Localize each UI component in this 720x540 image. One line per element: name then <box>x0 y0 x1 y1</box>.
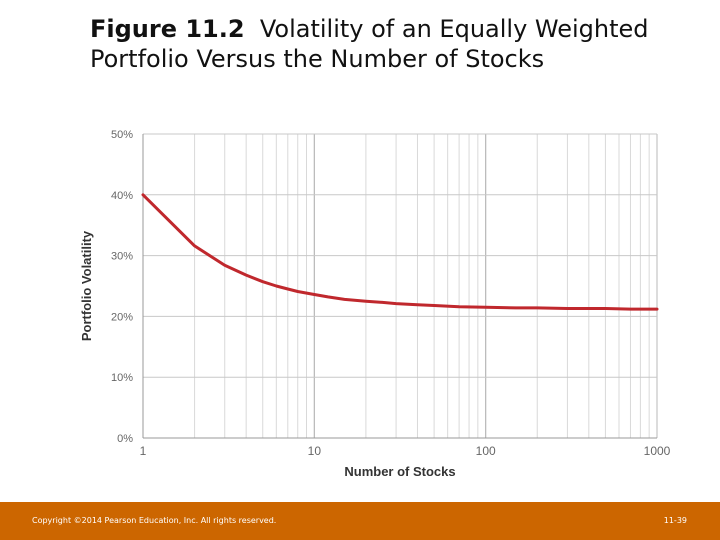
copyright-text: Copyright ©2014 Pearson Education, Inc. … <box>32 516 277 525</box>
x-tick-label: 1 <box>140 444 147 458</box>
x-tick-label: 1000 <box>644 444 671 458</box>
x-axis-label: Number of Stocks <box>344 464 455 479</box>
x-tick-label: 10 <box>308 444 322 458</box>
chart-series <box>141 193 659 311</box>
y-tick-label: 40% <box>111 190 133 202</box>
x-tick-label: 100 <box>476 444 496 458</box>
y-axis-label: Portfolio Volatility <box>79 230 94 341</box>
chart-grid <box>142 133 658 439</box>
y-tick-label: 30% <box>111 251 133 263</box>
volatility-chart: 0% 10% 20% 30% 40% 50% 1 10 100 1000 Number of St… <box>79 129 671 479</box>
y-tick-label: 50% <box>111 129 133 141</box>
chart-tick-labels: 0% 10% 20% 30% 40% 50% 1 10 100 1000 <box>111 129 671 458</box>
volatility-line <box>141 193 659 311</box>
title-line-1: Volatility of an Equally Weighted <box>259 15 649 43</box>
y-tick-label: 10% <box>111 372 133 384</box>
footer-bar: Copyright ©2014 Pearson Education, Inc. … <box>0 502 720 540</box>
slide-title: Figure 11.2 Volatility of an Equally Wei… <box>90 14 690 74</box>
y-tick-label: 20% <box>111 311 133 323</box>
y-tick-label: 0% <box>117 433 133 445</box>
chart-axes <box>142 134 657 439</box>
figure-number: Figure 11.2 <box>90 15 245 43</box>
page-number: 11-39 <box>663 516 687 525</box>
title-line-2: Portfolio Versus the Number of Stocks <box>90 45 545 73</box>
